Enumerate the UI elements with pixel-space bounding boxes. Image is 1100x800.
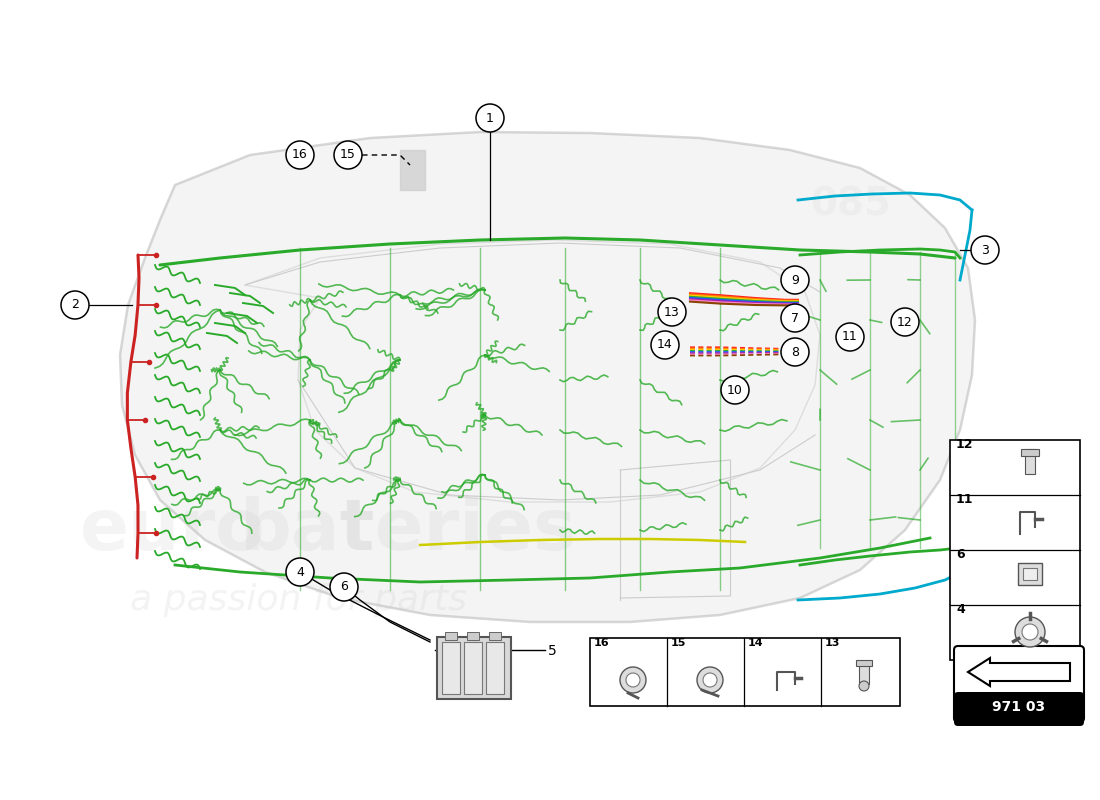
Circle shape: [720, 376, 749, 404]
Text: 7: 7: [791, 311, 799, 325]
Text: 085: 085: [810, 185, 891, 223]
Circle shape: [859, 681, 869, 691]
Bar: [490, 632, 500, 640]
Circle shape: [703, 673, 717, 687]
FancyBboxPatch shape: [437, 637, 512, 699]
Circle shape: [836, 323, 864, 351]
Circle shape: [781, 338, 808, 366]
Circle shape: [334, 141, 362, 169]
Circle shape: [60, 291, 89, 319]
Polygon shape: [400, 150, 425, 190]
Bar: [1018, 563, 1042, 585]
Bar: [856, 660, 872, 666]
Bar: [590, 638, 900, 706]
Circle shape: [651, 331, 679, 359]
Text: 6: 6: [340, 581, 348, 594]
Bar: [446, 632, 456, 640]
FancyBboxPatch shape: [954, 646, 1084, 722]
Circle shape: [620, 667, 646, 693]
Text: 971 03: 971 03: [992, 700, 1046, 714]
Polygon shape: [120, 132, 975, 622]
Bar: [1023, 568, 1037, 580]
Text: 6: 6: [956, 548, 965, 561]
Text: 14: 14: [748, 638, 763, 648]
Bar: [468, 632, 478, 640]
Text: teries: teries: [340, 496, 576, 565]
Circle shape: [971, 236, 999, 264]
Circle shape: [1022, 624, 1038, 640]
Text: 16: 16: [594, 638, 609, 648]
Circle shape: [781, 266, 808, 294]
Text: 13: 13: [825, 638, 840, 648]
FancyBboxPatch shape: [464, 642, 482, 694]
Text: 5: 5: [548, 644, 557, 658]
Text: 8: 8: [791, 346, 799, 358]
FancyBboxPatch shape: [442, 642, 460, 694]
Text: 12: 12: [956, 438, 974, 451]
Bar: [950, 440, 1080, 660]
Circle shape: [781, 304, 808, 332]
Text: 14: 14: [657, 338, 673, 351]
Polygon shape: [245, 240, 820, 502]
Text: 9: 9: [791, 274, 799, 286]
Circle shape: [658, 298, 686, 326]
FancyBboxPatch shape: [486, 642, 504, 694]
Text: 1: 1: [486, 111, 494, 125]
Text: 15: 15: [671, 638, 686, 648]
Circle shape: [697, 667, 723, 693]
Text: 16: 16: [293, 149, 308, 162]
Circle shape: [286, 558, 313, 586]
FancyArrow shape: [968, 658, 1070, 686]
Text: 10: 10: [727, 383, 742, 397]
Text: 2: 2: [72, 298, 79, 311]
Text: euro: euro: [80, 496, 266, 565]
Circle shape: [1015, 617, 1045, 647]
Text: bat: bat: [240, 496, 375, 565]
Circle shape: [330, 573, 358, 601]
Bar: [1025, 449, 1035, 474]
Bar: [958, 696, 1080, 718]
Text: 11: 11: [956, 493, 974, 506]
FancyBboxPatch shape: [954, 692, 1084, 726]
Circle shape: [476, 104, 504, 132]
Text: 4: 4: [296, 566, 304, 578]
Text: 4: 4: [956, 603, 965, 616]
Circle shape: [891, 308, 918, 336]
Circle shape: [286, 141, 313, 169]
Text: 15: 15: [340, 149, 356, 162]
Text: 13: 13: [664, 306, 680, 318]
Text: 11: 11: [843, 330, 858, 343]
Bar: [1021, 449, 1040, 456]
Bar: [859, 664, 869, 684]
Text: a passion for parts: a passion for parts: [130, 583, 468, 617]
Text: 3: 3: [981, 243, 989, 257]
Circle shape: [626, 673, 640, 687]
Text: 12: 12: [898, 315, 913, 329]
